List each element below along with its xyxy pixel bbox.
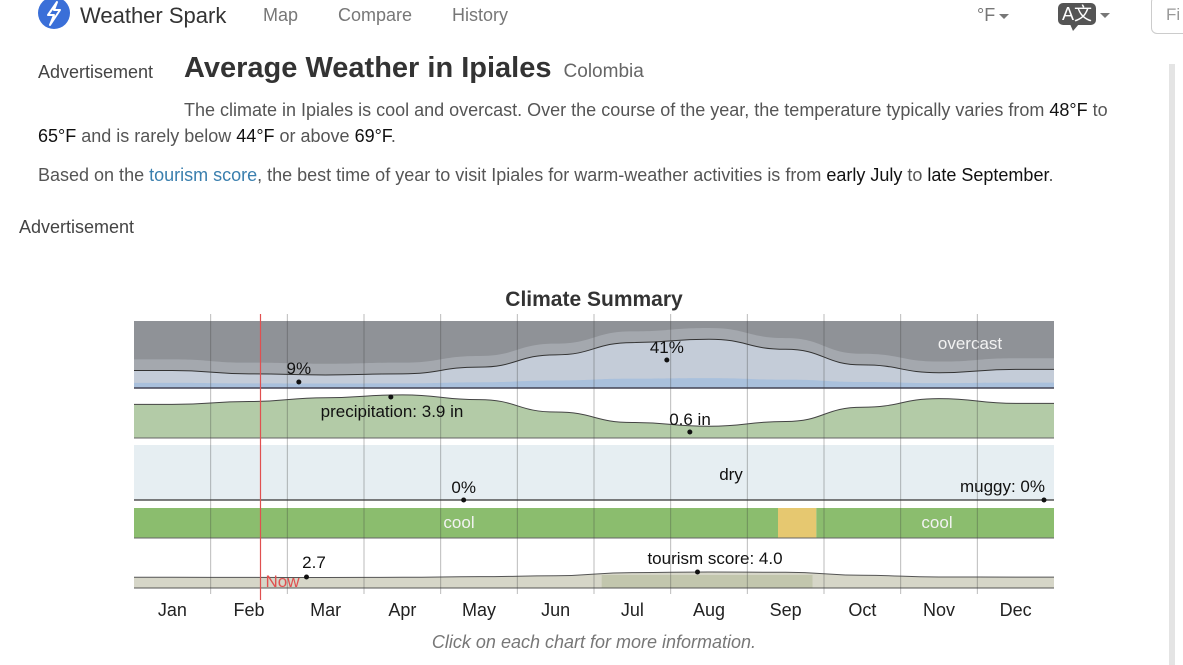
muggy-zero-label: 0% bbox=[451, 478, 476, 497]
tourism-best-range bbox=[601, 575, 813, 588]
text: or above bbox=[274, 126, 355, 146]
chart-caption: Click on each chart for more information… bbox=[431, 632, 757, 652]
advertisement-label: Advertisement bbox=[19, 217, 135, 237]
month-label-mar: Mar bbox=[310, 600, 341, 620]
brand-name[interactable]: Weather Spark bbox=[80, 3, 227, 28]
clear-sky-area bbox=[134, 378, 1054, 388]
month-label-feb: Feb bbox=[233, 600, 264, 620]
weather-spark-logo[interactable] bbox=[38, 0, 70, 29]
now-label: Now bbox=[266, 572, 301, 591]
value-low-temp: 48°F bbox=[1049, 100, 1088, 120]
nav-compare[interactable]: Compare bbox=[338, 5, 413, 25]
precipitation-line bbox=[134, 394, 1054, 427]
temp-segment-2 bbox=[816, 508, 1054, 538]
cloud-max-label: 41% bbox=[650, 338, 684, 357]
lightning-bolt-icon bbox=[47, 1, 61, 26]
value-start: early July bbox=[826, 165, 903, 185]
value-rare-low: 44°F bbox=[236, 126, 275, 146]
month-label-may: May bbox=[462, 600, 496, 620]
month-label-jun: Jun bbox=[541, 600, 570, 620]
month-label-nov: Nov bbox=[923, 600, 955, 620]
dry-label: dry bbox=[719, 465, 743, 484]
month-label-apr: Apr bbox=[388, 600, 416, 620]
language-label: A文 bbox=[1062, 4, 1093, 24]
text: and is rarely below bbox=[76, 126, 237, 146]
cool-label-1: cool bbox=[443, 513, 474, 532]
overcast-label: overcast bbox=[938, 334, 1003, 353]
temp-segment-0 bbox=[134, 508, 778, 538]
search-input[interactable]: Fi bbox=[1151, 0, 1183, 34]
muggy-end-point bbox=[1041, 497, 1047, 503]
chart-title: Climate Summary bbox=[505, 288, 683, 311]
search-placeholder: Fi bbox=[1166, 5, 1181, 24]
text: to bbox=[902, 165, 928, 185]
unit-selector[interactable]: °F bbox=[977, 5, 1010, 26]
tourism-score-link[interactable]: tourism score bbox=[149, 165, 258, 185]
tourism-min-point bbox=[304, 574, 309, 580]
unit-label: °F bbox=[977, 5, 996, 25]
cloud-min-label: 9% bbox=[287, 359, 312, 378]
nav-history[interactable]: History bbox=[452, 5, 509, 25]
tourism-area bbox=[134, 572, 1054, 588]
climate-paragraph-line2: 65°F and is rarely below 44°F or above 6… bbox=[38, 123, 396, 149]
tourism-max-point bbox=[695, 569, 700, 575]
precip-max-point bbox=[388, 394, 394, 400]
tourism-paragraph: Based on the tourism score, the best tim… bbox=[38, 162, 1053, 188]
tourism-line bbox=[133, 571, 1054, 579]
muggy-zero-point bbox=[461, 497, 467, 503]
temp-segment-1 bbox=[778, 508, 817, 538]
dry-band bbox=[134, 445, 1054, 500]
text: , the best time of year to visit Ipiales… bbox=[257, 165, 827, 185]
month-label-aug: Aug bbox=[693, 600, 725, 620]
page-title: Average Weather in Ipiales Colombia bbox=[184, 52, 644, 85]
muggy-end-label: muggy: 0% bbox=[960, 477, 1045, 496]
precip-min-label: 0.6 in bbox=[669, 410, 711, 429]
text: to bbox=[1087, 100, 1108, 120]
precip-min-point bbox=[687, 429, 693, 435]
text: Based on the bbox=[38, 165, 150, 185]
nav-map[interactable]: Map bbox=[263, 5, 299, 25]
tourism-min-label: 2.7 bbox=[302, 553, 326, 572]
month-label-oct: Oct bbox=[848, 600, 876, 620]
cloud-min-point bbox=[296, 379, 302, 385]
cloud-max-point bbox=[664, 357, 670, 363]
cloud-cover-line bbox=[133, 338, 1054, 376]
precipitation-area bbox=[134, 394, 1054, 438]
title-text: Average Weather in Ipiales bbox=[184, 52, 552, 84]
scrollbar[interactable] bbox=[1169, 64, 1175, 665]
value-end: late September bbox=[927, 165, 1049, 185]
climate-paragraph-line1: The climate in Ipiales is cool and overc… bbox=[184, 97, 1154, 123]
cool-label-2: cool bbox=[921, 513, 952, 532]
advertisement-label: Advertisement bbox=[38, 62, 154, 82]
tourism-max-label: tourism score: 4.0 bbox=[647, 549, 782, 568]
precip-max-label: precipitation: 3.9 in bbox=[321, 402, 464, 421]
chevron-down-icon bbox=[999, 13, 1010, 19]
month-label-dec: Dec bbox=[1000, 600, 1032, 620]
country-name: Colombia bbox=[563, 61, 644, 82]
translate-icon: A文 bbox=[1058, 3, 1097, 31]
text: The climate in Ipiales is cool and overc… bbox=[184, 100, 1050, 120]
month-label-sep: Sep bbox=[770, 600, 802, 620]
climate-summary-chart[interactable]: overcast 9% 41% precipitation: 3.9 in 0.6 in… bbox=[0, 300, 1183, 630]
value-rare-high: 69°F bbox=[354, 126, 391, 146]
chevron-down-icon bbox=[1100, 13, 1111, 19]
value-high-temp: 65°F bbox=[38, 126, 77, 146]
clear-area bbox=[134, 339, 1054, 388]
text: . bbox=[390, 126, 396, 146]
text: . bbox=[1048, 165, 1054, 185]
month-label-jul: Jul bbox=[621, 600, 644, 620]
month-label-jan: Jan bbox=[158, 600, 187, 620]
language-selector[interactable]: A文 bbox=[1058, 3, 1111, 31]
